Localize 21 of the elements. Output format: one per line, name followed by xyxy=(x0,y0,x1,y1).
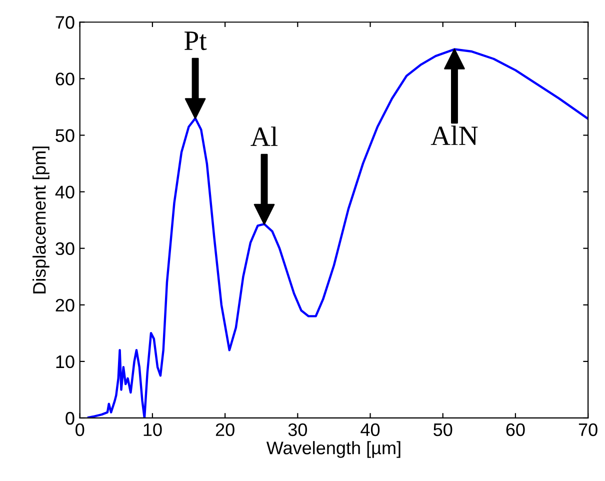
y-axis-title: Displacement [pm] xyxy=(32,146,50,294)
x-tick-label: 30 xyxy=(288,423,307,436)
y-tick-label: 50 xyxy=(56,129,74,142)
y-tick-label: 20 xyxy=(56,298,74,312)
x-tick-label: 40 xyxy=(360,423,380,436)
x-tick-label: 0 xyxy=(76,423,84,436)
x-tick-label: 10 xyxy=(144,423,162,436)
x-axis-title: Wavelength [µm] xyxy=(266,441,400,458)
annotation: Al xyxy=(250,126,278,146)
y-tick-label: 0 xyxy=(66,412,74,425)
x-tick-label: 70 xyxy=(578,423,598,436)
x-tick-label: 20 xyxy=(216,423,234,436)
x-tick-label: 50 xyxy=(434,423,452,436)
x-tick-label: 60 xyxy=(506,423,525,436)
y-tick-label: 30 xyxy=(56,242,74,256)
y-tick-label: 60 xyxy=(56,72,74,86)
y-tick-label: 40 xyxy=(55,186,74,198)
y-tick-label: 70 xyxy=(56,16,74,29)
annotation: Pt xyxy=(184,32,207,50)
y-tick-label: 10 xyxy=(56,355,74,368)
annotation: AlN xyxy=(430,126,478,145)
